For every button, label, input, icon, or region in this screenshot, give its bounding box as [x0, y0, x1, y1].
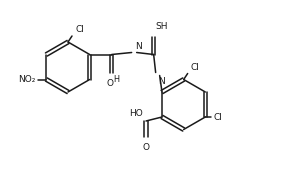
Text: N: N	[158, 77, 164, 85]
Text: SH: SH	[156, 21, 168, 31]
Text: N: N	[135, 41, 141, 51]
Text: HO: HO	[129, 109, 143, 118]
Text: O: O	[143, 143, 150, 152]
Text: O: O	[106, 78, 113, 88]
Text: Cl: Cl	[191, 63, 199, 71]
Text: Cl: Cl	[213, 112, 222, 122]
Text: NO₂: NO₂	[18, 75, 35, 84]
Text: Cl: Cl	[75, 25, 84, 34]
Text: H: H	[114, 75, 120, 83]
